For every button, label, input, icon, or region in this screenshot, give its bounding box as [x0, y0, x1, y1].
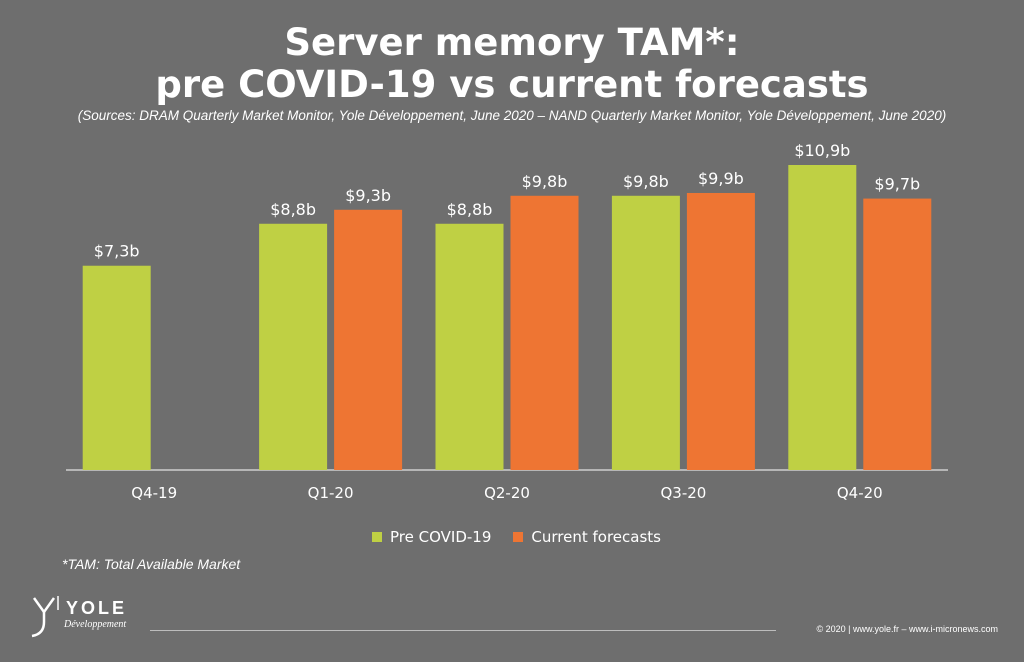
bar-current-q4-20 [863, 198, 932, 470]
legend: Pre COVID-19 Current forecasts [372, 527, 683, 547]
legend-label-pre-covid: Pre COVID-19 [390, 528, 492, 546]
legend-swatch-pre-covid [372, 532, 382, 542]
x-tick-label-q4-19: Q4-19 [131, 484, 177, 502]
bar-current-q1-20 [334, 209, 403, 471]
x-tick-label-q4-20: Q4-20 [837, 484, 883, 502]
data-label-current-q1-20: $9,3b [345, 186, 391, 205]
legend-label-current: Current forecasts [531, 528, 661, 546]
data-label-current-q3-20: $9,9b [698, 169, 744, 188]
x-tick-label-q2-20: Q2-20 [484, 484, 530, 502]
bar-pre-covid-q4-19 [82, 265, 151, 470]
yole-logo-icon [31, 596, 59, 638]
x-tick-label-q3-20: Q3-20 [660, 484, 706, 502]
x-tick-label-q1-20: Q1-20 [308, 484, 354, 502]
data-label-pre-covid-q4-19: $7,3b [94, 242, 140, 261]
bar-current-q3-20 [686, 192, 755, 471]
data-label-pre-covid-q4-20: $10,9b [794, 141, 850, 160]
legend-swatch-current [513, 532, 524, 542]
data-label-current-q2-20: $9,8b [522, 172, 568, 191]
logo-subtitle: Développement [64, 619, 127, 630]
copyright: © 2020 | www.yole.fr – www.i-micronews.c… [816, 624, 998, 634]
bar-pre-covid-q4-20 [788, 165, 857, 470]
bar-pre-covid-q3-20 [611, 195, 680, 470]
footer-divider [150, 630, 776, 631]
data-label-current-q4-20: $9,7b [874, 175, 920, 194]
data-label-pre-covid-q3-20: $9,8b [623, 172, 669, 191]
legend-item-current: Current forecasts [513, 528, 661, 546]
chart-subtitle: (Sources: DRAM Quarterly Market Monitor,… [77, 108, 947, 123]
yole-logo: YOLE Développement [28, 592, 148, 652]
bar-pre-covid-q2-20 [435, 223, 504, 470]
legend-item-pre-covid: Pre COVID-19 [372, 528, 491, 546]
bar-current-q2-20 [510, 195, 579, 470]
logo-name: YOLE [66, 598, 128, 618]
title-line-2: pre COVID-19 vs current forecasts [155, 63, 869, 106]
chart-title: Server memory TAM*: pre COVID-19 vs curr… [0, 22, 1024, 106]
footnote: *TAM: Total Available Market [62, 556, 241, 572]
bar-pre-covid-q1-20 [259, 223, 328, 470]
data-label-pre-covid-q1-20: $8,8b [270, 200, 316, 219]
title-line-1: Server memory TAM*: [284, 21, 740, 64]
data-label-pre-covid-q2-20: $8,8b [447, 200, 493, 219]
